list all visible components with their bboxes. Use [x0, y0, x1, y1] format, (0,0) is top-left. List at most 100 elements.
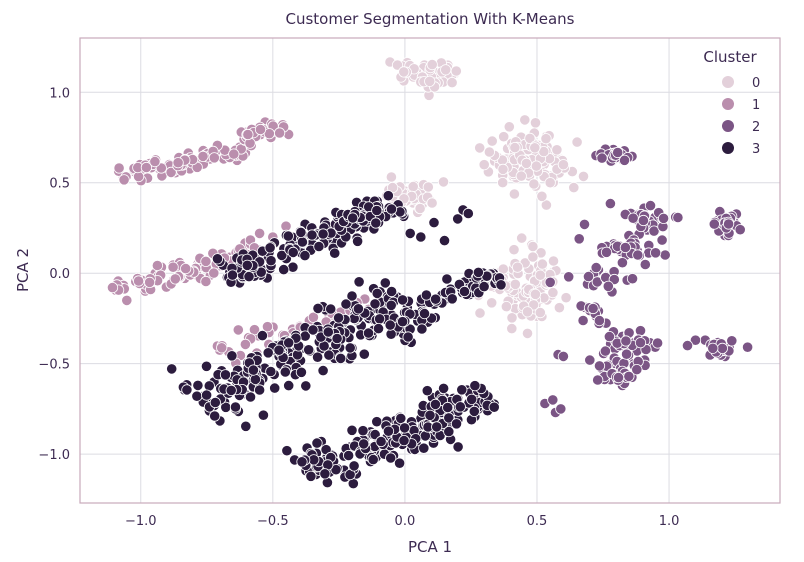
point-cluster-3	[276, 249, 288, 261]
point-cluster-1	[228, 148, 240, 160]
point-cluster-0	[426, 58, 438, 71]
point-cluster-0	[515, 170, 527, 182]
point-cluster-0	[547, 255, 560, 267]
legend-label-2: 2	[752, 120, 760, 135]
point-cluster-3	[357, 425, 369, 437]
y-tick-label: −1.0	[38, 448, 70, 463]
x-tick-label: 0.0	[395, 514, 416, 529]
point-cluster-0	[536, 258, 549, 270]
point-cluster-1	[121, 294, 133, 306]
point-cluster-2	[672, 211, 684, 224]
point-cluster-0	[536, 190, 548, 202]
point-cluster-1	[151, 259, 163, 272]
point-cluster-3	[353, 276, 365, 288]
point-cluster-3	[395, 412, 407, 424]
point-cluster-3	[273, 344, 285, 356]
y-tick-label: 1.0	[49, 86, 70, 101]
point-cluster-2	[689, 334, 702, 346]
point-cluster-3	[441, 273, 453, 285]
point-cluster-3	[201, 389, 213, 401]
point-cluster-0	[497, 163, 509, 175]
point-cluster-3	[488, 401, 500, 413]
point-cluster-3	[362, 327, 375, 339]
point-cluster-0	[450, 65, 462, 77]
point-cluster-3	[322, 326, 334, 338]
point-cluster-3	[240, 420, 252, 432]
point-cluster-0	[498, 131, 510, 143]
x-axis-label: PCA 1	[408, 538, 452, 556]
point-cluster-0	[528, 178, 540, 190]
point-cluster-1	[273, 127, 286, 139]
point-cluster-3	[262, 347, 274, 359]
point-cluster-1	[307, 311, 319, 323]
point-cluster-0	[478, 159, 490, 171]
point-cluster-3	[192, 379, 204, 391]
x-tick-label: −1.0	[125, 514, 157, 529]
point-cluster-2	[590, 261, 602, 274]
point-cluster-3	[347, 212, 359, 224]
point-cluster-3	[431, 421, 443, 433]
point-cluster-3	[346, 424, 358, 436]
point-cluster-3	[219, 369, 232, 381]
point-cluster-3	[462, 207, 474, 220]
point-cluster-3	[385, 203, 398, 215]
point-cluster-3	[371, 287, 383, 299]
point-cluster-3	[382, 425, 395, 437]
point-cluster-3	[443, 425, 455, 438]
point-cluster-2	[547, 394, 559, 406]
chart-title: Customer Segmentation With K-Means	[285, 10, 574, 28]
point-cluster-3	[358, 438, 370, 450]
legend-marker-3	[722, 142, 734, 154]
point-cluster-3	[312, 302, 324, 314]
point-cluster-3	[282, 230, 294, 242]
legend-label-1: 1	[752, 98, 760, 113]
point-cluster-3	[225, 384, 237, 396]
point-cluster-3	[244, 391, 257, 403]
point-cluster-3	[351, 235, 364, 247]
point-cluster-3	[346, 290, 358, 302]
point-cluster-2	[544, 276, 556, 288]
point-cluster-2	[634, 337, 647, 349]
point-cluster-3	[429, 293, 442, 305]
point-cluster-1	[172, 157, 184, 169]
point-cluster-3	[446, 293, 458, 305]
point-cluster-3	[264, 242, 276, 254]
point-cluster-3	[416, 323, 428, 335]
point-cluster-1	[106, 281, 119, 294]
y-axis-label: PCA 2	[14, 248, 32, 292]
point-cluster-3	[296, 236, 308, 248]
point-cluster-3	[295, 226, 307, 238]
point-cluster-2	[604, 198, 617, 210]
point-cluster-1	[144, 276, 156, 288]
point-cluster-0	[529, 288, 542, 300]
point-cluster-3	[330, 464, 342, 476]
point-cluster-3	[379, 277, 391, 289]
y-tick-label: 0.5	[49, 177, 70, 192]
point-cluster-2	[578, 218, 591, 230]
point-cluster-1	[133, 275, 145, 287]
point-cluster-3	[358, 348, 370, 360]
point-cluster-2	[577, 314, 589, 327]
point-cluster-3	[340, 298, 352, 310]
point-cluster-1	[165, 166, 177, 178]
point-cluster-2	[592, 374, 604, 386]
point-cluster-2	[681, 339, 694, 352]
point-cluster-3	[265, 255, 277, 267]
point-cluster-0	[506, 322, 518, 335]
point-cluster-1	[242, 128, 254, 141]
point-cluster-0	[407, 181, 419, 193]
point-cluster-2	[593, 314, 606, 327]
point-cluster-2	[631, 363, 643, 376]
point-cluster-1	[254, 123, 267, 136]
point-cluster-2	[649, 247, 662, 259]
y-tick-labels: −1.0 −0.5 0.0 0.5 1.0	[38, 86, 70, 463]
point-cluster-0	[527, 251, 539, 263]
point-cluster-3	[344, 342, 356, 354]
point-cluster-1	[118, 174, 130, 186]
point-cluster-3	[398, 422, 411, 434]
x-tick-label: 1.0	[659, 514, 680, 529]
point-cluster-0	[422, 181, 434, 193]
point-cluster-0	[446, 77, 458, 89]
legend-title: Cluster	[703, 48, 757, 66]
legend-marker-1	[722, 98, 734, 110]
